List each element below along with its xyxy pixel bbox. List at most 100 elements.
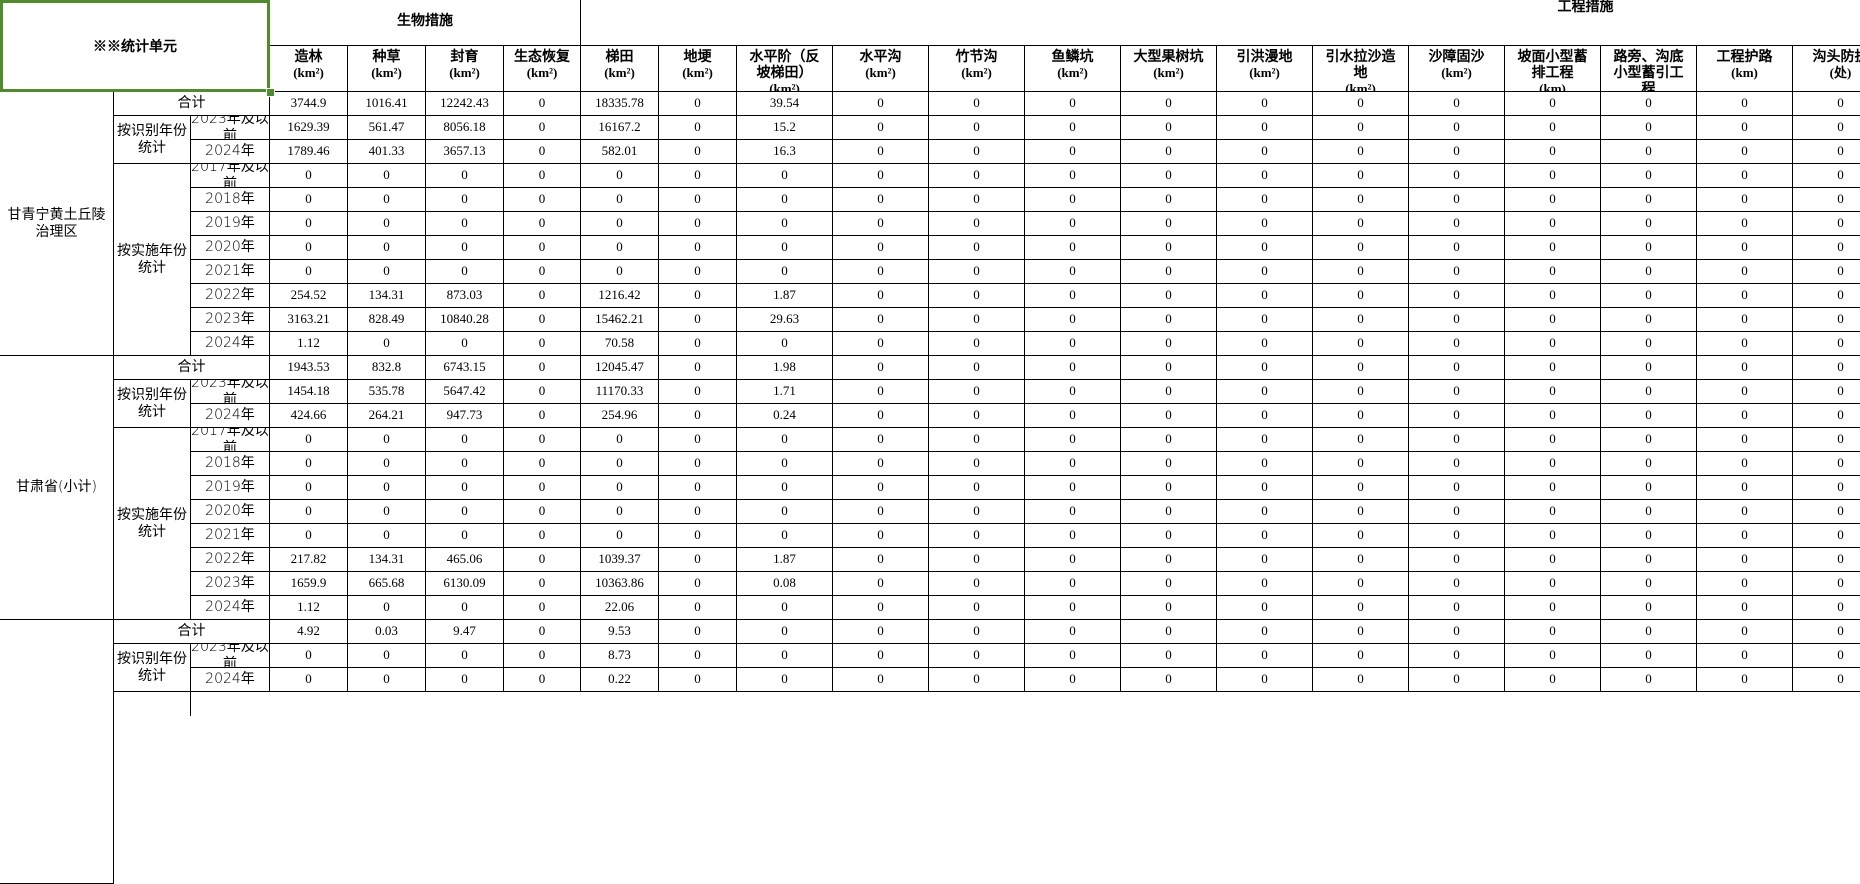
data-cell[interactable]: 0 (1121, 260, 1217, 284)
data-cell[interactable]: 0 (1697, 596, 1793, 620)
data-cell[interactable]: 0 (833, 356, 929, 380)
data-cell[interactable]: 0 (1409, 596, 1505, 620)
column-header[interactable]: 生态恢复(km²) (504, 46, 581, 92)
data-cell[interactable]: 0 (1025, 140, 1121, 164)
data-cell[interactable]: 0 (833, 572, 929, 596)
data-cell[interactable]: 0 (1313, 644, 1409, 668)
data-cell[interactable]: 0 (1505, 668, 1601, 692)
data-cell[interactable]: 0 (1793, 500, 1860, 524)
data-cell[interactable]: 0 (737, 212, 833, 236)
data-cell[interactable]: 0 (1505, 404, 1601, 428)
data-cell[interactable]: 0 (659, 572, 737, 596)
data-cell[interactable]: 0 (1313, 164, 1409, 188)
data-cell[interactable]: 0 (833, 332, 929, 356)
data-cell[interactable]: 0 (1793, 212, 1860, 236)
data-cell[interactable]: 0 (1601, 620, 1697, 644)
data-cell[interactable]: 0.03 (348, 620, 426, 644)
data-cell[interactable]: 0 (833, 188, 929, 212)
data-cell[interactable]: 0 (504, 572, 581, 596)
data-cell[interactable]: 0 (1601, 380, 1697, 404)
data-cell[interactable]: 0 (1601, 212, 1697, 236)
data-cell[interactable]: 0 (929, 332, 1025, 356)
data-cell[interactable]: 0 (1793, 164, 1860, 188)
data-cell[interactable]: 0 (1025, 452, 1121, 476)
data-cell[interactable]: 0 (1505, 596, 1601, 620)
data-cell[interactable]: 0 (1697, 116, 1793, 140)
column-header[interactable]: 引水拉沙造地(km²) (1313, 46, 1409, 92)
data-cell[interactable]: 0 (348, 476, 426, 500)
data-cell[interactable]: 6130.09 (426, 572, 504, 596)
data-cell[interactable]: 0 (1217, 500, 1313, 524)
data-cell[interactable]: 0 (1313, 116, 1409, 140)
data-cell[interactable]: 0 (270, 236, 348, 260)
data-cell[interactable]: 0 (1601, 668, 1697, 692)
data-cell[interactable]: 0 (504, 164, 581, 188)
data-cell[interactable]: 0 (1313, 380, 1409, 404)
data-cell[interactable]: 0 (504, 428, 581, 452)
data-cell[interactable]: 0 (929, 284, 1025, 308)
data-cell[interactable]: 0.24 (737, 404, 833, 428)
data-cell[interactable]: 0 (1409, 284, 1505, 308)
data-cell[interactable]: 0 (581, 500, 659, 524)
data-cell[interactable]: 0 (1409, 548, 1505, 572)
data-cell[interactable]: 0 (1025, 212, 1121, 236)
data-cell[interactable]: 0 (659, 356, 737, 380)
data-cell[interactable]: 0 (1217, 404, 1313, 428)
data-cell[interactable]: 0 (659, 452, 737, 476)
selected-cell-statistical-unit[interactable]: ※※统计单元 (0, 0, 270, 92)
data-cell[interactable]: 0 (1313, 308, 1409, 332)
data-cell[interactable]: 1.87 (737, 284, 833, 308)
data-cell[interactable]: 0 (833, 668, 929, 692)
data-cell[interactable]: 0 (1217, 164, 1313, 188)
data-cell[interactable]: 0 (1697, 356, 1793, 380)
data-cell[interactable]: 0 (581, 428, 659, 452)
data-cell[interactable]: 0 (1217, 188, 1313, 212)
data-cell[interactable]: 0 (1505, 380, 1601, 404)
data-cell[interactable]: 0 (1025, 284, 1121, 308)
data-cell[interactable]: 0 (737, 260, 833, 284)
data-cell[interactable]: 22.06 (581, 596, 659, 620)
data-cell[interactable]: 11170.33 (581, 380, 659, 404)
data-cell[interactable]: 0 (659, 284, 737, 308)
data-cell[interactable]: 0 (1409, 236, 1505, 260)
data-cell[interactable]: 0 (659, 404, 737, 428)
data-cell[interactable]: 0 (1409, 428, 1505, 452)
data-cell[interactable]: 1.12 (270, 596, 348, 620)
data-cell[interactable]: 0 (1121, 428, 1217, 452)
data-cell[interactable]: 0 (833, 260, 929, 284)
data-cell[interactable]: 0 (1409, 644, 1505, 668)
data-cell[interactable]: 0 (1121, 644, 1217, 668)
data-cell[interactable]: 0 (1697, 188, 1793, 212)
data-cell[interactable]: 0 (1793, 308, 1860, 332)
data-cell[interactable]: 0 (929, 524, 1025, 548)
data-cell[interactable]: 947.73 (426, 404, 504, 428)
data-cell[interactable]: 0 (1505, 500, 1601, 524)
data-cell[interactable]: 1016.41 (348, 92, 426, 116)
data-cell[interactable]: 0 (833, 548, 929, 572)
data-cell[interactable]: 0 (1601, 452, 1697, 476)
data-cell[interactable]: 0 (929, 452, 1025, 476)
data-cell[interactable]: 0 (1505, 308, 1601, 332)
data-cell[interactable]: 0 (426, 476, 504, 500)
data-cell[interactable]: 0 (1505, 116, 1601, 140)
data-cell[interactable]: 0 (1025, 524, 1121, 548)
data-cell[interactable]: 0 (426, 428, 504, 452)
data-cell[interactable]: 0 (348, 212, 426, 236)
data-cell[interactable]: 0 (1601, 164, 1697, 188)
data-cell[interactable]: 134.31 (348, 284, 426, 308)
data-cell[interactable]: 0 (659, 500, 737, 524)
data-cell[interactable]: 18335.78 (581, 92, 659, 116)
data-cell[interactable]: 0 (504, 236, 581, 260)
data-cell[interactable]: 0 (1313, 668, 1409, 692)
data-cell[interactable]: 0 (737, 500, 833, 524)
data-cell[interactable]: 0 (1601, 92, 1697, 116)
data-cell[interactable]: 0 (1409, 260, 1505, 284)
column-header[interactable]: 大型果树坑(km²) (1121, 46, 1217, 92)
data-cell[interactable]: 0 (270, 164, 348, 188)
data-cell[interactable]: 0 (581, 524, 659, 548)
data-cell[interactable]: 0 (1505, 260, 1601, 284)
data-cell[interactable]: 0 (1793, 188, 1860, 212)
data-cell[interactable]: 0 (1697, 380, 1793, 404)
data-cell[interactable]: 0 (659, 212, 737, 236)
data-cell[interactable]: 0 (1697, 308, 1793, 332)
